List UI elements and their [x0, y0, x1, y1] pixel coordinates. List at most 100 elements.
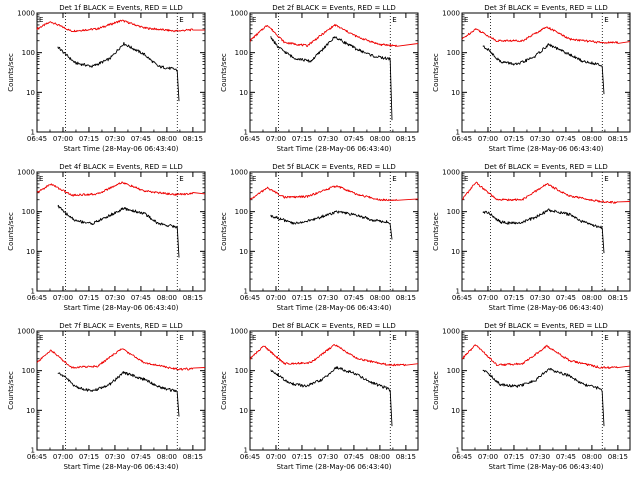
time-marker-label: E: [392, 175, 396, 183]
panel-title: Det 6f BLACK = Events, RED = LLD: [484, 163, 607, 171]
y-tick-label: 1000: [230, 169, 248, 177]
lld-series-line: [249, 344, 419, 367]
plot-frame: [461, 12, 631, 133]
x-tick-label: 06:45: [240, 294, 260, 302]
events-series-line: [57, 204, 180, 258]
y-tick-label: 10: [451, 89, 460, 97]
x-tick-label: 08:15: [396, 294, 416, 302]
y-tick-label: 10: [451, 407, 460, 415]
y-tick-label: 100: [447, 367, 460, 375]
y-tick-label: 100: [447, 49, 460, 57]
x-tick-label: 07:00: [53, 453, 73, 461]
plot-frame: [36, 330, 206, 451]
x-tick-label: 06:45: [27, 135, 47, 143]
y-tick-label: 100: [235, 49, 248, 57]
x-tick-label: 08:00: [582, 294, 602, 302]
time-marker-label: E: [604, 175, 608, 183]
y-tick-label: 10: [26, 89, 35, 97]
y-tick-label: 1: [244, 288, 248, 296]
x-tick-label: 08:15: [608, 453, 628, 461]
events-series-line: [270, 210, 393, 240]
corner-label: E: [252, 16, 256, 24]
corner-label: E: [252, 334, 256, 342]
y-tick-label: 10: [26, 407, 35, 415]
y-tick-label: 1: [244, 129, 248, 137]
panel-det-8: Det 8f BLACK = Events, RED = LLD 1 10 100 10…: [220, 322, 419, 471]
events-series-line: [57, 41, 180, 102]
x-tick-label: 07:30: [530, 294, 550, 302]
y-tick-label: 1: [244, 447, 248, 455]
x-tick-label: 07:30: [105, 294, 125, 302]
x-tick-label: 07:00: [478, 294, 498, 302]
x-tick-label: 07:45: [344, 453, 364, 461]
x-tick-label: 07:15: [79, 294, 99, 302]
corner-label: E: [39, 175, 43, 183]
x-tick-label: 08:00: [582, 135, 602, 143]
corner-label: E: [464, 175, 468, 183]
lld-series-line: [36, 181, 206, 197]
panel-det-1: Det 1f BLACK = Events, RED = LLD 1 10 100 10…: [7, 4, 206, 153]
x-tick-label: 08:15: [183, 135, 203, 143]
x-tick-label: 08:15: [183, 453, 203, 461]
x-tick-label: 06:45: [240, 453, 260, 461]
x-tick-label: 07:30: [105, 453, 125, 461]
y-axis-label: Counts/sec: [220, 53, 228, 92]
panel-title: Det 2f BLACK = Events, RED = LLD: [272, 4, 395, 12]
x-tick-label: 07:15: [504, 294, 524, 302]
x-tick-label: 08:00: [157, 294, 177, 302]
plot-frame: [461, 330, 631, 451]
panel-title: Det 1f BLACK = Events, RED = LLD: [59, 4, 182, 12]
x-tick-label: 08:15: [396, 135, 416, 143]
x-tick-label: 08:15: [183, 294, 203, 302]
y-tick-label: 1000: [17, 169, 35, 177]
panel-title: Det 5f BLACK = Events, RED = LLD: [272, 163, 395, 171]
y-tick-label: 1: [456, 447, 460, 455]
y-tick-label: 1000: [230, 10, 248, 18]
plot-frame: [249, 330, 419, 451]
x-tick-label: 06:45: [27, 453, 47, 461]
events-series-line: [482, 367, 605, 427]
corner-label: E: [252, 175, 256, 183]
y-axis-label: Counts/sec: [432, 371, 440, 410]
x-tick-label: 07:15: [504, 135, 524, 143]
x-tick-label: 07:30: [530, 135, 550, 143]
x-tick-label: 07:45: [344, 294, 364, 302]
x-tick-label: 07:45: [131, 453, 151, 461]
time-marker-label: E: [179, 334, 183, 342]
y-tick-label: 1: [456, 288, 460, 296]
panel-title: Det 7f BLACK = Events, RED = LLD: [59, 322, 182, 330]
panel-det-9: Det 9f BLACK = Events, RED = LLD 1 10 100 10…: [432, 322, 631, 471]
x-tick-label: 07:15: [292, 453, 312, 461]
y-axis-label: Counts/sec: [7, 53, 15, 92]
y-tick-label: 100: [235, 208, 248, 216]
y-axis-label: Counts/sec: [7, 212, 15, 251]
y-tick-label: 10: [26, 248, 35, 256]
x-tick-label: 07:30: [318, 294, 338, 302]
x-tick-label: 07:15: [292, 294, 312, 302]
lld-series-line: [461, 344, 631, 369]
x-tick-label: 07:00: [266, 453, 286, 461]
y-axis-label: Counts/sec: [220, 371, 228, 410]
y-tick-label: 1000: [230, 328, 248, 336]
x-axis-label: Start Time (28-May-06 06:43:40): [63, 463, 178, 471]
x-tick-label: 06:45: [452, 453, 472, 461]
lld-series-line: [461, 26, 631, 44]
x-axis-label: Start Time (28-May-06 06:43:40): [276, 463, 391, 471]
lld-series-line: [36, 348, 206, 371]
corner-label: E: [464, 334, 468, 342]
events-series-line: [482, 43, 605, 95]
panel-det-2: Det 2f BLACK = Events, RED = LLD 1 10 100 10…: [220, 4, 419, 153]
panel-det-6: Det 6f BLACK = Events, RED = LLD 1 10 100 10…: [432, 163, 631, 312]
y-tick-label: 1000: [17, 10, 35, 18]
x-tick-label: 06:45: [452, 294, 472, 302]
y-tick-label: 1000: [17, 328, 35, 336]
x-tick-label: 07:45: [131, 294, 151, 302]
y-tick-label: 10: [239, 89, 248, 97]
plot-frame: [36, 171, 206, 292]
x-tick-label: 07:00: [478, 135, 498, 143]
y-tick-label: 10: [451, 248, 460, 256]
x-axis-label: Start Time (28-May-06 06:43:40): [488, 145, 603, 153]
y-tick-label: 1000: [442, 328, 460, 336]
panel-title: Det 9f BLACK = Events, RED = LLD: [484, 322, 607, 330]
